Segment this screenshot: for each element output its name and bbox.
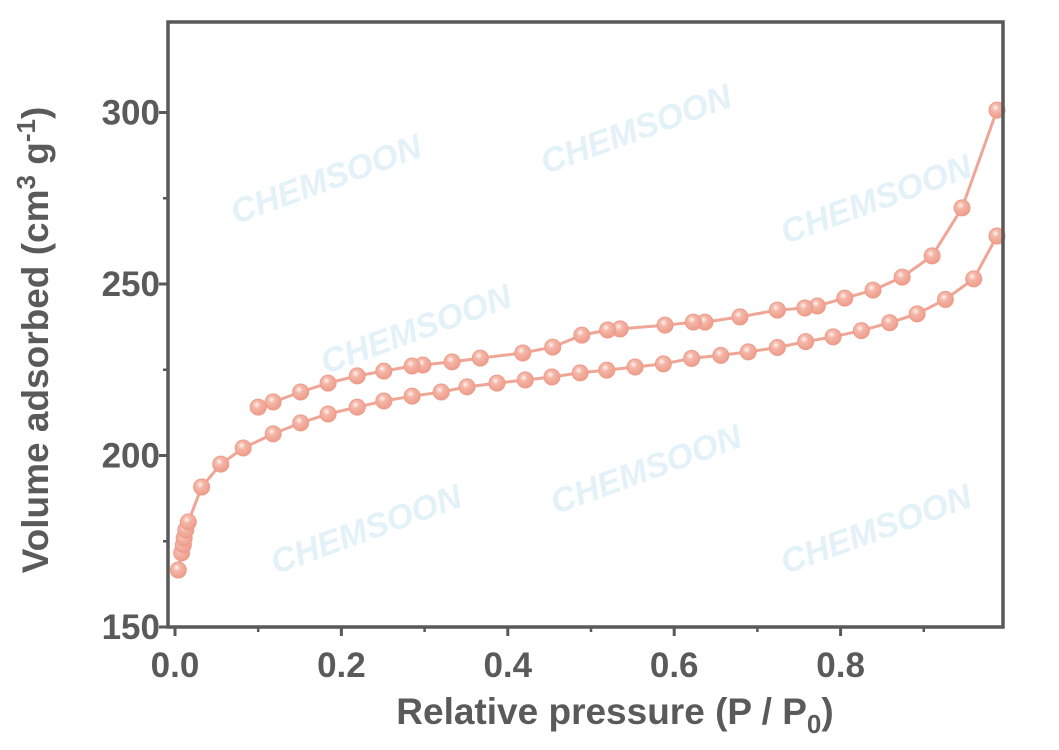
- x-axis-title: Relative pressure (P / P0): [396, 691, 833, 739]
- adsorption-point: [458, 378, 476, 396]
- adsorption-point: [264, 425, 282, 443]
- adsorption-point: [234, 439, 252, 457]
- adsorption-point: [403, 387, 421, 405]
- desorption-point: [684, 313, 702, 331]
- desorption-point: [403, 357, 421, 375]
- watermark-text: CHEMSOON: [266, 477, 469, 582]
- adsorption-point: [739, 343, 757, 361]
- y-tick-label: 200: [102, 437, 160, 476]
- desorption-point: [573, 326, 591, 344]
- plot-frame: [166, 20, 1005, 629]
- desorption-point: [264, 393, 282, 411]
- adsorption-point: [432, 383, 450, 401]
- desorption-point: [599, 321, 617, 339]
- desorption-point: [375, 362, 393, 380]
- watermark-text: CHEMSOON: [536, 77, 739, 182]
- adsorption-point: [852, 322, 870, 340]
- desorption-point: [893, 268, 911, 286]
- adsorption-point: [908, 305, 926, 323]
- adsorption-point: [543, 368, 561, 386]
- adsorption-point: [797, 333, 815, 351]
- watermark-text: CHEMSOON: [546, 417, 749, 522]
- x-tick-label: 0.8: [816, 646, 865, 685]
- x-tick-label: 0.6: [650, 646, 699, 685]
- adsorption-point: [626, 358, 644, 376]
- desorption-point: [319, 374, 337, 392]
- y-axis-title: Volume adsorbed (cm3 g-1): [11, 107, 56, 574]
- adsorption-point: [516, 371, 534, 389]
- adsorption-point: [881, 314, 899, 332]
- adsorption-point: [683, 349, 701, 367]
- y-tick-label: 300: [102, 94, 160, 133]
- desorption-point: [796, 299, 814, 317]
- x-tick-label: 0.4: [483, 646, 532, 685]
- adsorption-point: [375, 392, 393, 410]
- adsorption-point: [193, 478, 211, 496]
- desorption-point: [731, 308, 749, 326]
- desorption-point: [514, 344, 532, 362]
- x-tick-label: 0.2: [317, 646, 366, 685]
- adsorption-point: [712, 346, 730, 364]
- adsorption-point: [654, 355, 672, 373]
- adsorption-point: [988, 227, 1006, 245]
- adsorption-point: [212, 455, 230, 473]
- adsorption-point: [348, 398, 366, 416]
- adsorption-point: [936, 290, 954, 308]
- adsorption-point: [169, 561, 187, 579]
- desorption-point: [923, 247, 941, 265]
- adsorption-point: [965, 270, 983, 288]
- desorption-point: [443, 353, 461, 371]
- desorption-point: [864, 281, 882, 299]
- adsorption-point: [768, 338, 786, 356]
- x-tick-label: 0.0: [151, 646, 200, 685]
- desorption-point: [656, 316, 674, 334]
- desorption-point: [544, 338, 562, 356]
- desorption-point: [348, 367, 366, 385]
- desorption-point: [292, 383, 310, 401]
- adsorption-point: [571, 364, 589, 382]
- adsorption-point: [292, 414, 310, 432]
- watermark-text: CHEMSOON: [226, 127, 429, 232]
- desorption-point: [249, 398, 267, 416]
- watermark-text: CHEMSOON: [776, 147, 979, 252]
- adsorption-point: [488, 374, 506, 392]
- adsorption-point: [179, 513, 197, 531]
- desorption-point: [836, 289, 854, 307]
- watermark-text: CHEMSOON: [776, 477, 979, 582]
- adsorption-point: [319, 405, 337, 423]
- adsorption-point: [598, 361, 616, 379]
- desorption-point: [988, 101, 1006, 119]
- desorption-point: [471, 349, 489, 367]
- y-tick-label: 150: [102, 608, 160, 647]
- y-tick-label: 250: [102, 265, 160, 304]
- desorption-point: [953, 199, 971, 217]
- adsorption-point: [824, 328, 842, 346]
- desorption-point: [768, 301, 786, 319]
